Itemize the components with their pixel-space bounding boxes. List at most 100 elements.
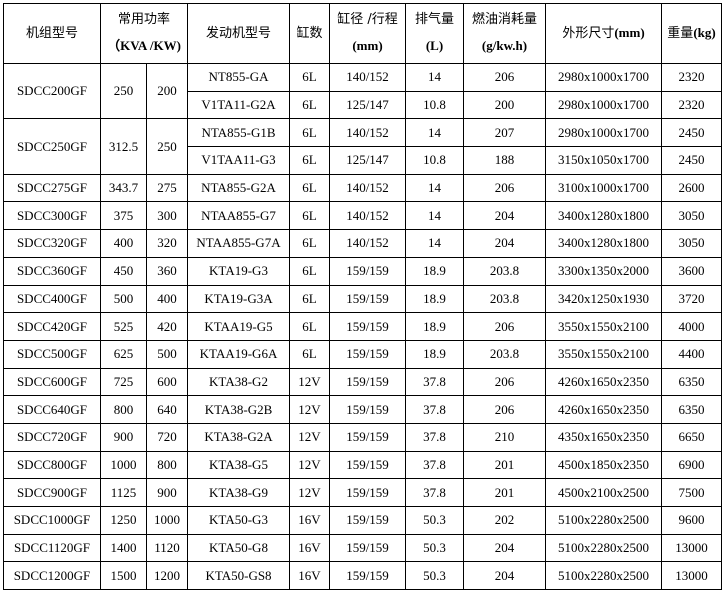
model-cell: SDCC320GF xyxy=(3,229,101,258)
fuel-cell: 202 xyxy=(463,506,546,535)
engine-cell: KTA50-G3 xyxy=(187,506,290,535)
disp-cell: 37.8 xyxy=(405,478,464,507)
disp-cell: 14 xyxy=(405,173,464,203)
dims-cell: 3400x1280x1800 xyxy=(545,229,662,258)
dims-cell: 2980x1000x1700 xyxy=(545,118,662,148)
table-row: SDCC300GF 375 300 NTAA855-G7 6L 140/152 14 204 3… xyxy=(3,201,722,231)
kva-cell: 400 xyxy=(100,229,147,258)
cyl-cell: 6L xyxy=(289,118,330,148)
engine-cell: NTAA855-G7 xyxy=(187,201,290,231)
table-row: SDCC720GF 900 720 KTA38-G2A 12V 159/159 37.8 21… xyxy=(3,422,722,452)
weight-cell: 6650 xyxy=(661,422,722,452)
header-weight-unit: (kg) xyxy=(693,25,716,40)
bore-cell: 125/147 xyxy=(329,90,406,120)
bore-cell: 159/159 xyxy=(329,367,406,397)
disp-cell: 18.9 xyxy=(405,284,464,314)
header-fuel: 燃油消耗量 (g/kw.h) xyxy=(463,3,546,64)
bore-cell: 140/152 xyxy=(329,173,406,203)
weight-cell: 2600 xyxy=(661,173,722,203)
model-cell: SDCC200GF xyxy=(3,62,101,120)
fuel-cell: 204 xyxy=(463,229,546,258)
header-weight-label: 重量 xyxy=(667,26,694,41)
table-row: SDCC800GF 1000 800 KTA38-G5 12V 159/159 37.8 20… xyxy=(3,450,722,480)
header-displacement: 排气量 (L) xyxy=(405,3,464,64)
dims-cell: 4350x1650x2350 xyxy=(545,422,662,452)
dims-cell: 3550x1550x2100 xyxy=(545,339,662,369)
engine-cell: NTA855-G2A xyxy=(187,173,290,203)
engine-cell: KTA38-G9 xyxy=(187,478,290,507)
cyl-cell: 12V xyxy=(289,422,330,452)
header-dims-unit: (mm) xyxy=(614,25,645,40)
header-fuel-unit: (g/kw.h) xyxy=(481,38,528,53)
kw-cell: 360 xyxy=(146,256,188,286)
disp-cell: 37.8 xyxy=(405,422,464,452)
bore-cell: 159/159 xyxy=(329,312,406,341)
kva-cell: 343.7 xyxy=(100,173,147,203)
header-displacement-unit: (L) xyxy=(425,38,444,53)
kw-cell: 600 xyxy=(146,367,188,397)
disp-cell: 50.3 xyxy=(405,506,464,535)
model-cell: SDCC360GF xyxy=(3,256,101,286)
bore-cell: 140/152 xyxy=(329,201,406,231)
cyl-cell: 6L xyxy=(289,312,330,341)
header-power-label: 常用功率 xyxy=(117,12,170,27)
fuel-cell: 201 xyxy=(463,478,546,507)
kva-cell: 725 xyxy=(100,367,147,397)
dims-cell: 4500x1850x2350 xyxy=(545,450,662,480)
cyl-cell: 12V xyxy=(289,450,330,480)
model-cell: SDCC420GF xyxy=(3,312,101,341)
kw-cell: 320 xyxy=(146,229,188,258)
bore-cell: 140/152 xyxy=(329,63,406,92)
model-cell: SDCC250GF xyxy=(3,118,101,175)
bore-cell: 140/152 xyxy=(329,229,406,258)
kva-cell: 312.5 xyxy=(100,118,147,175)
fuel-cell: 200 xyxy=(463,90,546,120)
table-row: SDCC600GF 725 600 KTA38-G2 12V 159/159 37.8 206… xyxy=(3,367,722,397)
kw-cell: 300 xyxy=(146,201,188,231)
table-row: SDCC1120GF 1400 1120 KTA50-G8 16V 159/159 50.3… xyxy=(3,533,722,563)
table-row: V1TAA11-G3 6L 125/147 10.8 188 3150x1050x1700… xyxy=(4,146,722,175)
bore-cell: 159/159 xyxy=(329,561,406,591)
disp-cell: 18.9 xyxy=(405,312,464,341)
engine-cell: KTAA19-G6A xyxy=(187,339,290,369)
cyl-cell: 16V xyxy=(289,533,330,563)
model-cell: SDCC600GF xyxy=(3,367,101,397)
kw-cell: 200 xyxy=(146,62,188,120)
engine-cell: KTA38-G2A xyxy=(187,422,290,452)
engine-cell: NT855-GA xyxy=(187,63,290,92)
table-row: SDCC640GF 800 640 KTA38-G2B 12V 159/159 37.8 20… xyxy=(3,395,722,424)
kva-cell: 375 xyxy=(100,201,147,231)
bore-cell: 159/159 xyxy=(329,533,406,563)
dims-cell: 3150x1050x1700 xyxy=(545,146,662,175)
disp-cell: 14 xyxy=(405,201,464,231)
weight-cell: 2320 xyxy=(661,90,722,120)
weight-cell: 3050 xyxy=(661,229,722,258)
fuel-cell: 204 xyxy=(463,201,546,231)
table-row: SDCC1000GF 1250 1000 KTA50-G3 16V 159/159 50.3… xyxy=(3,506,722,535)
table-row: SDCC420GF 525 420 KTAA19-G5 6L 159/159 18.9 206… xyxy=(3,312,722,341)
model-cell: SDCC640GF xyxy=(3,395,101,424)
model-cell: SDCC1000GF xyxy=(3,506,101,535)
cyl-cell: 6L xyxy=(289,146,330,175)
disp-cell: 37.8 xyxy=(405,450,464,480)
table-row: SDCC200GF 250 200 NT855-GA 6L 140/152 14 206 298… xyxy=(3,62,722,120)
engine-cell: KTA38-G5 xyxy=(187,450,290,480)
header-power-unit: （KVA /KW) xyxy=(107,38,181,53)
kw-cell: 1000 xyxy=(146,506,188,535)
disp-cell: 14 xyxy=(405,229,464,258)
fuel-cell: 203.8 xyxy=(463,256,546,286)
kw-cell: 720 xyxy=(146,422,188,452)
weight-cell: 9600 xyxy=(661,506,722,535)
bore-cell: 159/159 xyxy=(329,506,406,535)
engine-cell: KTA38-G2B xyxy=(187,395,290,424)
model-cell: SDCC300GF xyxy=(3,201,101,231)
model-cell: SDCC275GF xyxy=(3,173,101,203)
weight-cell: 3050 xyxy=(661,201,722,231)
disp-cell: 14 xyxy=(405,63,464,92)
model-cell: SDCC1200GF xyxy=(3,561,101,591)
kw-cell: 500 xyxy=(146,339,188,369)
disp-cell: 10.8 xyxy=(405,146,464,175)
model-cell: SDCC1120GF xyxy=(3,533,101,563)
engine-cell: KTA38-G2 xyxy=(187,367,290,397)
cyl-cell: 12V xyxy=(289,367,330,397)
